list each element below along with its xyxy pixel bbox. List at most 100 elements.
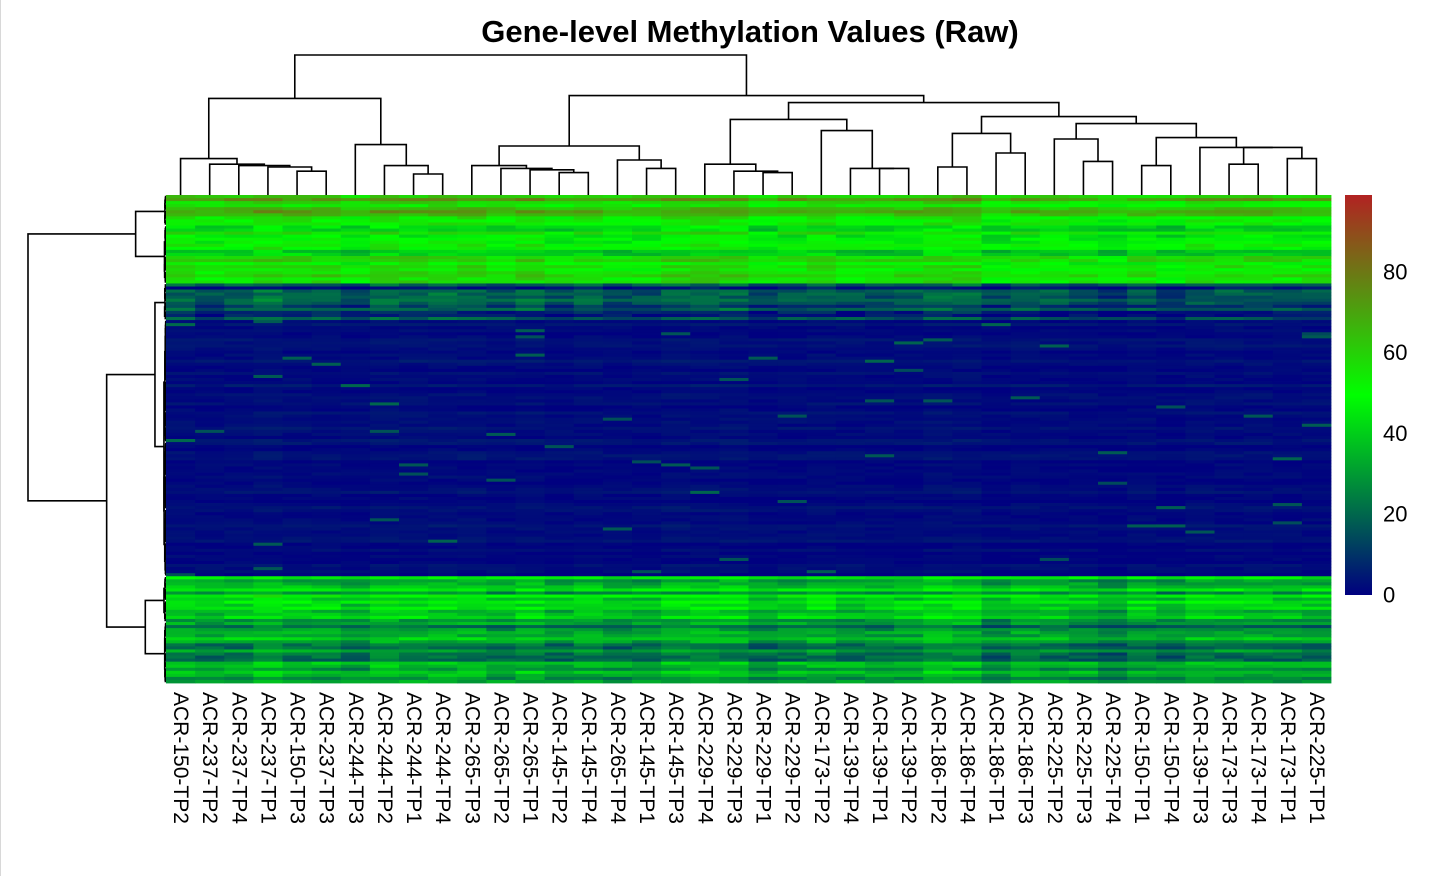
heatmap-cell — [865, 374, 895, 379]
heatmap-cell — [1272, 551, 1303, 556]
heatmap-cell — [195, 515, 225, 519]
heatmap-cell — [311, 439, 342, 443]
heatmap-cell — [399, 557, 429, 562]
heatmap-cell — [1156, 246, 1186, 251]
heatmap-cell — [777, 548, 808, 553]
heatmap-cell — [195, 344, 225, 348]
heatmap-cell — [282, 463, 313, 467]
heatmap-cell — [981, 551, 1012, 556]
heatmap-cell — [719, 347, 749, 351]
heatmap-cell — [748, 359, 779, 364]
heatmap-cell — [865, 381, 895, 385]
heatmap-cell — [1156, 457, 1186, 461]
heatmap-cell — [340, 362, 371, 367]
heatmap-cell — [661, 313, 691, 318]
heatmap-cell — [923, 280, 953, 284]
heatmap-cell — [340, 301, 371, 306]
heatmap-cell — [1010, 429, 1041, 434]
heatmap-cell — [340, 500, 371, 504]
heatmap-cell — [806, 515, 837, 519]
heatmap-cell — [632, 371, 662, 376]
heatmap-cell — [486, 402, 516, 406]
heatmap-cell — [719, 222, 749, 226]
heatmap-cell — [661, 384, 691, 388]
heatmap-cell — [1301, 408, 1332, 412]
heatmap-cell — [1156, 204, 1186, 208]
heatmap-cell — [1301, 268, 1332, 272]
heatmap-cell — [428, 353, 458, 358]
heatmap-cell — [1039, 204, 1070, 208]
heatmap-cell — [806, 326, 837, 330]
heatmap-cell — [253, 225, 283, 229]
heatmap-cell — [369, 387, 400, 391]
heatmap-cell — [835, 201, 866, 205]
heatmap-cell — [1039, 487, 1070, 492]
heatmap-cell — [1127, 472, 1157, 476]
heatmap-cell — [632, 216, 662, 220]
heatmap-cell — [457, 335, 487, 339]
heatmap-cell — [1156, 362, 1186, 367]
heatmap-cell — [457, 451, 487, 455]
heatmap-cell — [748, 423, 779, 428]
heatmap-cell — [1272, 442, 1303, 446]
heatmap-cell — [573, 518, 604, 522]
heatmap-cell — [195, 243, 225, 248]
heatmap-cell — [340, 338, 371, 342]
heatmap-cell — [1010, 487, 1041, 492]
heatmap-cell — [923, 426, 953, 431]
heatmap-cell — [253, 423, 283, 428]
heatmap-cell — [1185, 365, 1215, 370]
heatmap-cell — [777, 442, 808, 446]
heatmap-cell — [340, 484, 371, 489]
heatmap-cell — [952, 454, 982, 458]
heatmap-cell — [399, 466, 429, 470]
heatmap-cell — [661, 329, 691, 333]
heatmap-cell — [952, 493, 982, 498]
heatmap-cell — [952, 451, 982, 455]
heatmap-cell — [748, 283, 779, 287]
heatmap-cell — [923, 252, 953, 257]
heatmap-cell — [166, 225, 196, 229]
heatmap-cell — [981, 493, 1012, 498]
heatmap-cell — [1127, 198, 1157, 202]
heatmap-cell — [1156, 249, 1186, 254]
heatmap-cell — [1156, 512, 1186, 516]
heatmap-cell — [340, 265, 371, 269]
heatmap-cell — [1010, 384, 1041, 388]
heatmap-cell — [748, 378, 779, 382]
heatmap-cell — [835, 362, 866, 367]
heatmap-cell — [952, 463, 982, 467]
heatmap-cell — [777, 295, 808, 300]
heatmap-cell — [952, 542, 982, 547]
heatmap-cell — [632, 542, 662, 547]
heatmap-cell — [1098, 463, 1128, 467]
heatmap-cell — [1156, 506, 1186, 510]
heatmap-cell — [777, 237, 808, 242]
heatmap-cell — [428, 219, 458, 223]
heatmap-cell — [602, 341, 633, 345]
heatmap-cell — [894, 435, 924, 440]
heatmap-cell — [1068, 216, 1099, 220]
heatmap-cell — [719, 219, 749, 223]
heatmap-cell — [923, 359, 953, 364]
heatmap-cell — [1185, 219, 1215, 223]
heatmap-cell — [369, 469, 400, 473]
heatmap-cell — [1127, 402, 1157, 406]
heatmap-cell — [369, 454, 400, 458]
heatmap-cell — [311, 408, 342, 412]
heatmap-cell — [632, 387, 662, 391]
heatmap-cell — [1156, 518, 1186, 522]
heatmap-cell — [486, 295, 516, 300]
heatmap-cell — [690, 536, 720, 541]
heatmap-cell — [253, 420, 283, 425]
heatmap-cell — [224, 231, 254, 236]
heatmap-cell — [923, 222, 953, 226]
heatmap-cell — [981, 317, 1012, 321]
heatmap-cell — [1010, 320, 1041, 324]
heatmap-cell — [486, 320, 516, 324]
heatmap-cell — [544, 496, 575, 501]
heatmap-cell — [1127, 512, 1157, 516]
heatmap-cell — [1243, 481, 1274, 486]
heatmap-cell — [748, 393, 779, 397]
heatmap-cell — [835, 405, 866, 409]
